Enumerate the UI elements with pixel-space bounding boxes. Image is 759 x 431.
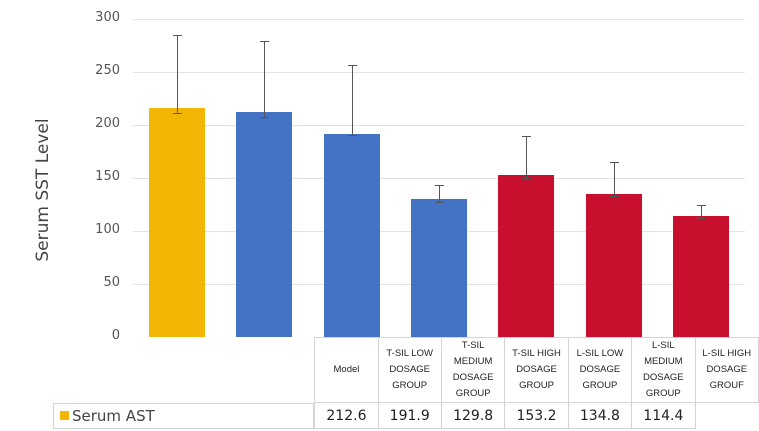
error-bar-cap xyxy=(347,64,357,66)
error-bar-cap xyxy=(522,135,532,137)
error-bar-cap xyxy=(260,41,270,43)
gridline xyxy=(133,19,745,20)
category-label: L-SIL LOW DOSAGE GROUP xyxy=(567,337,633,403)
error-bar-cap xyxy=(347,134,357,136)
error-bar-cap xyxy=(434,202,444,204)
y-tick-label: 0 xyxy=(111,328,120,343)
error-bar-cap xyxy=(172,34,182,36)
error-bar xyxy=(351,64,353,135)
category-label: T-SIL HIGH DOSAGE GROUP xyxy=(504,337,569,403)
y-tick-label: 300 xyxy=(95,10,120,25)
category-label: T-SIL MEDIUM DOSAGE GROUP xyxy=(440,337,506,403)
bar xyxy=(585,194,642,337)
y-axis-label: Serum SST Level xyxy=(33,118,53,262)
value-cell: 134.8 xyxy=(567,402,633,429)
bar xyxy=(148,108,205,337)
category-label: L-SIL HIGH DOSAGE GROUF xyxy=(694,337,759,403)
bar xyxy=(236,111,293,337)
error-bar xyxy=(438,185,440,203)
gridline xyxy=(133,125,745,126)
error-bar-cap xyxy=(260,116,270,118)
category-header-row: Model T-SIL LOW DOSAGE GROUP T-SIL MEDIUM DO… xyxy=(53,337,759,403)
error-bar-cap xyxy=(172,113,182,115)
error-bar-cap xyxy=(609,162,619,164)
error-bar-cap xyxy=(434,185,444,187)
legend-swatch xyxy=(60,411,69,420)
value-cell: 212.6 xyxy=(314,402,379,429)
data-table: Model T-SIL LOW DOSAGE GROUP T-SIL MEDIUM DO… xyxy=(53,337,759,429)
category-label: L-SIL MEDIUM DOSAGE GROUP xyxy=(631,337,696,403)
category-label: T-SIL LOW DOSAGE GROUP xyxy=(377,337,442,403)
bar xyxy=(323,133,380,337)
y-tick-label: 150 xyxy=(95,169,120,184)
y-tick-label: 200 xyxy=(95,116,120,131)
y-tick-label: 250 xyxy=(95,63,120,78)
category-label: Model xyxy=(314,337,379,403)
error-bar-cap xyxy=(609,196,619,198)
error-bar xyxy=(176,34,178,114)
bar xyxy=(410,199,467,337)
error-bar-cap xyxy=(697,204,707,206)
error-bar-cap xyxy=(522,178,532,179)
bar xyxy=(673,215,730,337)
values-row: Serum AST 212.6 191.9 129.8 153.2 134.8 114.4 xyxy=(53,402,759,429)
gridline xyxy=(133,178,745,179)
value-cell: 153.2 xyxy=(504,402,569,429)
error-bar xyxy=(701,204,703,219)
error-bar xyxy=(264,41,266,117)
value-cell: 114.4 xyxy=(631,402,696,429)
error-bar xyxy=(526,135,528,178)
legend-entry: Serum AST xyxy=(53,402,315,429)
value-cell: 129.8 xyxy=(440,402,506,429)
legend-label: Serum AST xyxy=(72,406,155,425)
bar xyxy=(498,174,555,337)
y-tick-label: 100 xyxy=(95,222,120,237)
gridline xyxy=(133,72,745,73)
y-tick-label: 50 xyxy=(103,275,120,290)
error-bar-cap xyxy=(697,218,707,220)
error-bar xyxy=(613,162,615,196)
value-cell: 191.9 xyxy=(377,402,442,429)
